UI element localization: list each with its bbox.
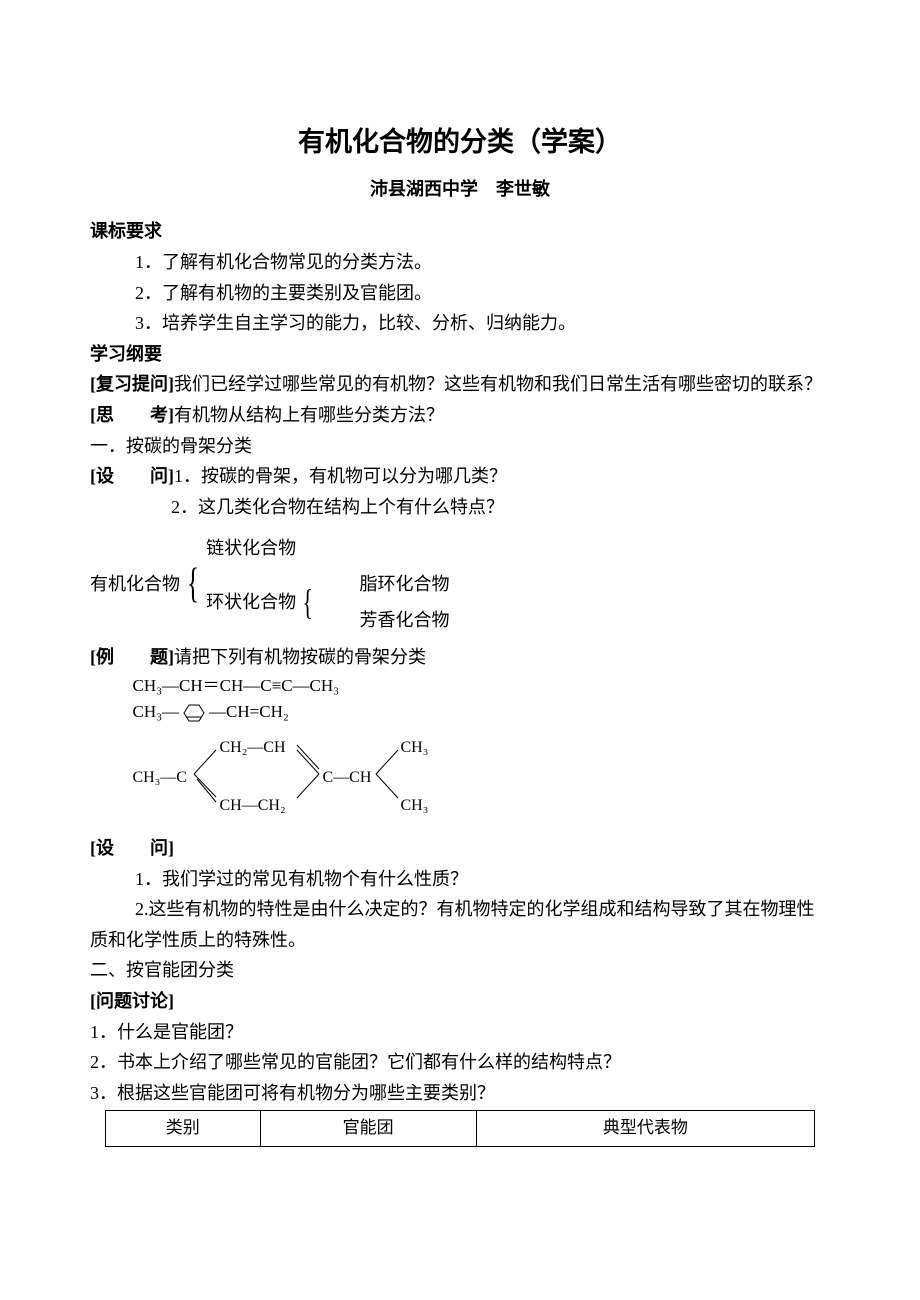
bond-icon: [373, 742, 401, 804]
q1: 1．什么是官能团？: [90, 1017, 830, 1048]
page-title: 有机化合物的分类（学案）: [90, 120, 830, 166]
cx-mid: C—CH: [323, 766, 372, 790]
th-group: 官能团: [260, 1111, 476, 1147]
subtitle: 沛县湖西中学 李世敏: [90, 174, 830, 205]
sw2-2: 2.这些有机物的特性是由什么决定的？有机物特定的化学组成和结构导致了其在物理性质…: [90, 894, 830, 955]
fuxi-text: 我们已经学过哪些常见的有机物？这些有机物和我们日常生活有哪些密切的联系？: [174, 374, 822, 394]
cx-top1: CH₂—CH: [220, 736, 286, 760]
wenti-label: [问题讨论]: [90, 986, 830, 1017]
th-example: 典型代表物: [476, 1111, 815, 1147]
sikao-label: [思 考]: [90, 405, 174, 425]
bond-icon: [191, 742, 219, 804]
table-row: 类别 官能团 典型代表物: [105, 1111, 814, 1147]
brace-icon: {: [303, 586, 313, 618]
kb-1: 1．了解有机化合物常见的分类方法。: [90, 247, 830, 278]
tree-a: 链状化合物: [206, 530, 449, 566]
category-table: 类别 官能团 典型代表物: [105, 1110, 815, 1147]
liti-label: [例 题]: [90, 647, 174, 667]
formula-2-pre: CH₃—: [133, 702, 180, 721]
formula-2-post: —CH=CH₂: [209, 702, 289, 721]
fuxi-label: [复习提问]: [90, 374, 174, 394]
liti-text: 请把下列有机物按碳的骨架分类: [174, 647, 426, 667]
shewen2-row: [设 问]: [90, 833, 830, 864]
sec1-title: 一．按碳的骨架分类: [90, 431, 830, 462]
shewen-label: [设 问]: [90, 466, 174, 486]
tree-b: 环状化合物: [206, 584, 296, 620]
shewen-1: 1．按碳的骨架，有机物可以分为哪几类？: [174, 466, 507, 486]
kb-3: 3．培养学生自主学习的能力，比较、分析、归纳能力。: [90, 308, 830, 339]
cx-left: CH₃—C: [133, 766, 187, 790]
formula-3-complex: CH₃—C CH₂—CH CH—CH₂ C—CH CH₃ CH₃: [133, 730, 831, 825]
fuxi-row: [复习提问]我们已经学过哪些常见的有机物？这些有机物和我们日常生活有哪些密切的联…: [90, 369, 830, 400]
kb-2: 2．了解有机物的主要类别及官能团。: [90, 278, 830, 309]
cx-bot1: CH—CH₂: [220, 794, 286, 818]
tree-b1: 脂环化合物: [359, 566, 449, 602]
q2: 2．书本上介绍了哪些常见的官能团？它们都有什么样的结构特点？: [90, 1047, 830, 1078]
sw2-1: 1．我们学过的常见有机物个有什么性质？: [90, 864, 830, 895]
th-category: 类别: [105, 1111, 260, 1147]
brace-icon: {: [187, 566, 199, 604]
tree-root: 有机化合物: [90, 566, 180, 602]
formula-1: CH₃—CH＝CH—C≡C—CH₃: [133, 673, 831, 699]
tree-b2: 芳香化合物: [359, 602, 449, 638]
formula-2: CH₃— —CH=CH₂: [133, 699, 831, 725]
sikao-text: 有机物从结构上有哪些分类方法？: [174, 405, 444, 425]
liti-row: [例 题]请把下列有机物按碳的骨架分类: [90, 642, 830, 673]
classification-tree: 有机化合物 { 链状化合物 环状化合物 { 脂环化合物 芳香化合物: [90, 530, 830, 638]
bond-icon: [295, 742, 323, 804]
cx-ch3-bot: CH₃: [401, 794, 429, 818]
section-kebiao: 课标要求: [90, 216, 830, 247]
benzene-icon: [179, 702, 209, 724]
formula-block: CH₃—CH＝CH—C≡C—CH₃ CH₃— —CH=CH₂ CH₃—C CH₂—…: [133, 673, 831, 825]
sec2-title: 二、按官能团分类: [90, 955, 830, 986]
shewen2-label: [设 问]: [90, 838, 174, 858]
q3: 3．根据这些官能团可将有机物分为哪些主要类别？: [90, 1078, 830, 1109]
cx-ch3-top: CH₃: [401, 736, 429, 760]
section-gangyao: 学习纲要: [90, 339, 830, 370]
sikao-row: [思 考]有机物从结构上有哪些分类方法？: [90, 400, 830, 431]
shewen-row1: [设 问]1．按碳的骨架，有机物可以分为哪几类？: [90, 461, 830, 492]
shewen-2: 2．这几类化合物在结构上个有什么特点？: [90, 492, 830, 523]
